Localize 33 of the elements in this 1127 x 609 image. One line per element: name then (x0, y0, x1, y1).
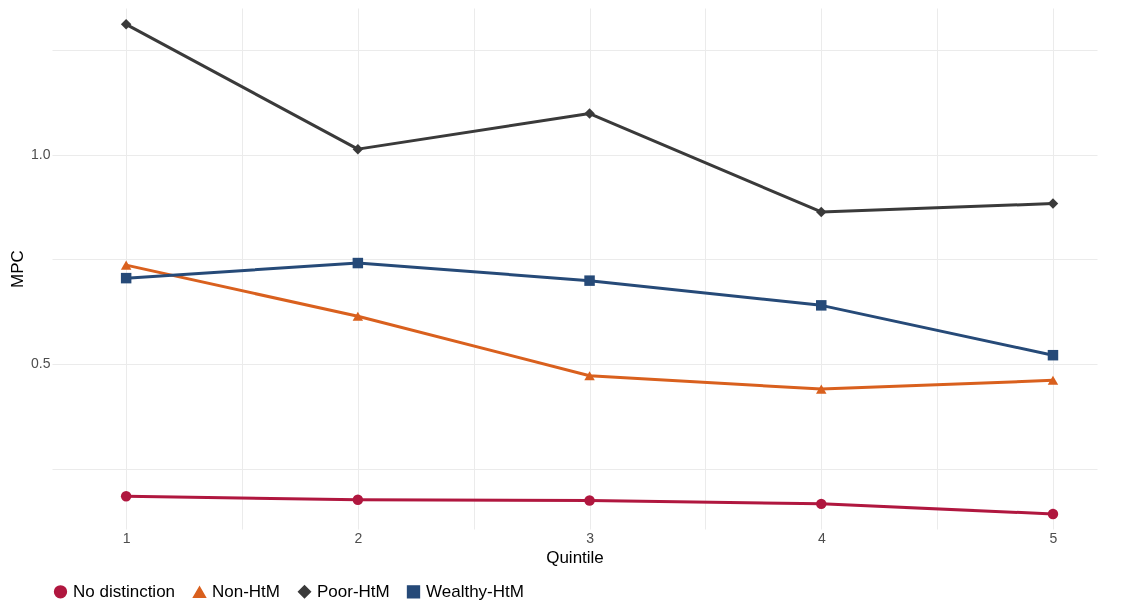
x-tick-label: 5 (1049, 529, 1058, 546)
point (120, 19, 132, 30)
point (120, 272, 132, 284)
point (816, 384, 827, 394)
point (584, 275, 595, 286)
legend-label: Non-HtM (212, 582, 281, 602)
point (584, 371, 595, 381)
point (816, 498, 827, 510)
x-tick-label: 1 (122, 529, 131, 546)
point (352, 143, 364, 155)
y-tick-label: 0.5 (31, 355, 51, 372)
point (816, 300, 827, 311)
point (1047, 198, 1059, 209)
x-tick-label: 4 (817, 529, 826, 546)
point (816, 206, 827, 218)
point (584, 108, 595, 119)
legend-label: No distinction (73, 581, 176, 601)
x-tick-label: 3 (586, 529, 595, 546)
point (352, 257, 364, 269)
point (352, 494, 364, 505)
point (120, 260, 132, 270)
point (120, 491, 132, 502)
point (1047, 375, 1059, 385)
x-axis-title: Quintile (546, 547, 604, 567)
point (352, 311, 364, 321)
legend-label: Wealthy-HtM (426, 581, 524, 601)
x-tick-label: 2 (354, 529, 363, 546)
legend-label: Poor-HtM (317, 581, 390, 601)
y-tick-label: 1.0 (31, 146, 51, 163)
y-axis-title: MPC (8, 250, 28, 288)
point (1047, 508, 1059, 520)
point (584, 495, 595, 506)
point (1047, 349, 1059, 361)
